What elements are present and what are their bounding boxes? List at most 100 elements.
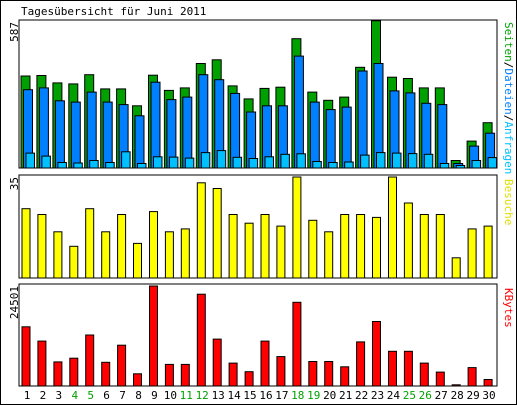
seiten-bar — [73, 162, 83, 169]
besuche-bar — [228, 214, 238, 279]
day-label: 13 — [212, 389, 225, 402]
kbytes-bar — [372, 321, 381, 387]
visits-panel: 35 Besuche — [8, 174, 515, 279]
kbytes-bar — [435, 371, 445, 387]
panel-frame — [18, 174, 498, 279]
kbytes-bar — [324, 361, 334, 387]
day-label: 12 — [196, 389, 209, 402]
besuche-bar — [101, 231, 111, 279]
seiten-bar — [137, 163, 147, 169]
day-label: 11 — [180, 389, 193, 402]
dateien-bar — [437, 104, 448, 169]
besuche-bar — [451, 257, 461, 279]
day-label: 23 — [371, 389, 384, 402]
day-label: 27 — [435, 389, 448, 402]
day-label: 16 — [259, 389, 272, 402]
day-label: 26 — [419, 389, 432, 402]
day-label: 30 — [482, 389, 495, 402]
seiten-bar — [25, 152, 35, 169]
kbytes-bar — [356, 341, 366, 387]
series-legend: Seiten/Dateien/Anfragen — [502, 22, 515, 174]
kbytes-bar — [149, 285, 158, 387]
seiten-bar — [376, 152, 386, 169]
kbytes-bar — [244, 371, 254, 387]
day-label: 14 — [227, 389, 241, 402]
besuche-bar — [340, 214, 350, 279]
besuche-bar — [69, 245, 79, 279]
kbytes-bar — [403, 350, 413, 387]
besuche-bar — [212, 188, 222, 279]
kbytes-bar — [467, 367, 477, 387]
hits-panel: 587 Seiten/Dateien/Anfragen — [8, 19, 515, 174]
kbytes-bar — [101, 361, 111, 387]
besuche-bar — [117, 214, 127, 279]
besuche-bar — [403, 202, 413, 279]
seiten-bar — [89, 160, 99, 169]
seiten-bar — [471, 160, 482, 169]
kbytes-bar — [180, 363, 190, 387]
besuche-bar — [196, 182, 206, 279]
besuche-bar — [85, 208, 95, 279]
seiten-bar — [105, 162, 115, 169]
seiten-bar — [248, 158, 259, 169]
legend-entry: / — [502, 115, 515, 122]
day-label: 28 — [451, 389, 464, 402]
besuche-bar — [260, 214, 270, 279]
besuche-bar — [388, 176, 397, 279]
besuche-bar — [149, 211, 158, 279]
dateien-bar — [341, 106, 352, 169]
dateien-bar — [54, 100, 65, 169]
kbytes-bar — [260, 340, 270, 387]
seiten-bar — [487, 157, 498, 169]
dateien-bar — [309, 101, 320, 169]
seiten-bar — [264, 156, 274, 169]
day-label: 24 — [387, 389, 401, 402]
besuche-bar — [276, 225, 286, 279]
kbytes-bar — [340, 366, 350, 387]
day-label: 3 — [55, 389, 62, 402]
kbytes-panel: 24501 KBytes — [8, 283, 515, 387]
day-label: 22 — [355, 389, 368, 402]
kbytes-bar — [21, 326, 31, 387]
kbytes-label: KBytes — [502, 288, 515, 328]
besuche-bar — [53, 231, 63, 279]
dateien-bar — [357, 70, 368, 169]
besuche-bar — [244, 222, 254, 279]
seiten-bar — [280, 153, 290, 169]
seiten-bar — [312, 161, 322, 169]
besuche-bar — [435, 214, 445, 279]
y-max-label: 35 — [8, 177, 21, 190]
besuche-bar — [356, 214, 366, 279]
day-label: 4 — [71, 389, 78, 402]
day-label: 15 — [243, 389, 256, 402]
legend-entry: Dateien — [502, 68, 515, 114]
chart-title: Tagesübersicht für Juni 2011 — [21, 5, 206, 18]
kbytes-bar — [419, 362, 429, 387]
dateien-bar — [70, 101, 81, 169]
panel-frame — [18, 283, 498, 387]
day-label: 5 — [87, 389, 94, 402]
dateien-bar — [86, 91, 97, 169]
day-label: 21 — [339, 389, 352, 402]
kbytes-bar — [388, 350, 397, 387]
besuche-bar — [324, 231, 334, 279]
seiten-bar — [232, 156, 243, 169]
dateien-bar — [182, 96, 193, 169]
kbytes-bar — [53, 361, 63, 387]
seiten-bar — [296, 153, 306, 169]
day-label: 9 — [151, 389, 158, 402]
seiten-bar — [407, 153, 418, 169]
seiten-bar — [153, 156, 163, 169]
besuche-bar — [483, 225, 493, 279]
day-label: 1 — [24, 389, 31, 402]
besuche-bar — [164, 231, 174, 279]
besuche-bar — [308, 219, 318, 279]
dateien-bar — [150, 81, 161, 169]
legend-entry: / — [502, 62, 515, 69]
day-label: 7 — [119, 389, 126, 402]
besuche-bar — [37, 214, 47, 279]
kbytes-bar — [292, 301, 302, 387]
kbytes-bar — [483, 379, 493, 387]
y-max-label: 587 — [8, 22, 21, 42]
kbytes-bar — [276, 356, 286, 387]
